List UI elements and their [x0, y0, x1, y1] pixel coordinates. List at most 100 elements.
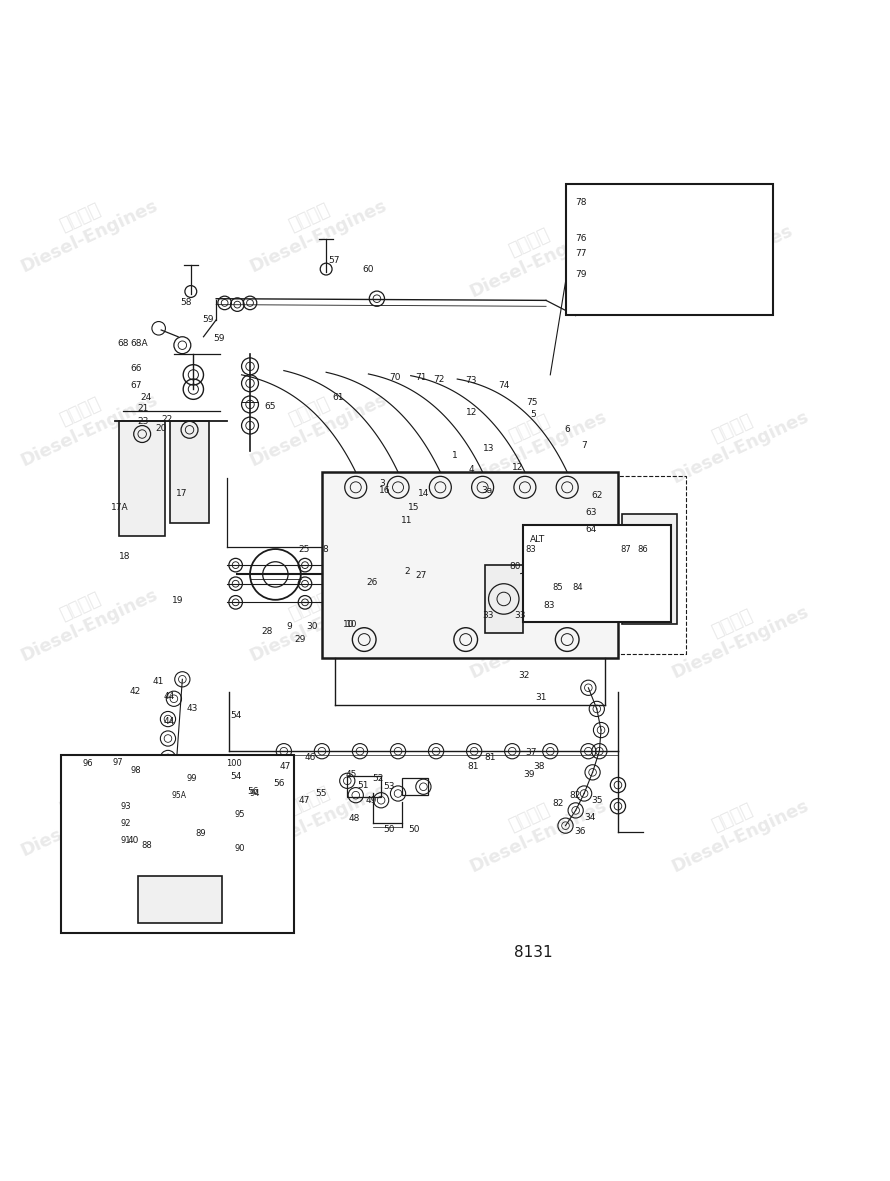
Text: 67: 67: [131, 381, 142, 390]
Text: 聚发动力
Diesel-Engines: 聚发动力 Diesel-Engines: [9, 567, 161, 665]
Text: 29: 29: [295, 635, 306, 644]
Text: 21: 21: [138, 404, 149, 413]
Text: 18: 18: [119, 553, 131, 561]
Text: 15: 15: [409, 503, 420, 513]
Text: 36: 36: [574, 827, 586, 836]
Text: 54: 54: [231, 772, 242, 781]
Bar: [170, 422, 209, 523]
Text: 44: 44: [164, 717, 175, 726]
Text: 65: 65: [264, 402, 276, 411]
Text: 17: 17: [176, 489, 188, 497]
Text: 34: 34: [584, 813, 595, 822]
Text: 94: 94: [249, 789, 260, 798]
Text: 8131: 8131: [514, 945, 553, 960]
Text: 聚发动力
Diesel-Engines: 聚发动力 Diesel-Engines: [457, 203, 610, 301]
Text: 59: 59: [202, 315, 214, 325]
Text: 5: 5: [530, 410, 536, 419]
Text: 聚发动力
Diesel-Engines: 聚发动力 Diesel-Engines: [660, 583, 813, 681]
Text: 77: 77: [576, 249, 587, 259]
Text: 81: 81: [467, 762, 479, 771]
Text: 26: 26: [366, 578, 377, 587]
Text: 22: 22: [161, 416, 173, 424]
Text: 14: 14: [417, 489, 429, 497]
Text: 46: 46: [305, 753, 316, 763]
Text: 4: 4: [468, 465, 473, 474]
Text: 62: 62: [591, 491, 603, 501]
Bar: [254, 798, 266, 817]
Text: 11: 11: [400, 516, 412, 524]
Text: 9: 9: [287, 621, 292, 631]
Text: 64: 64: [586, 526, 597, 534]
Text: 聚发动力
Diesel-Engines: 聚发动力 Diesel-Engines: [660, 389, 813, 488]
Text: 33: 33: [514, 612, 526, 620]
Text: 49: 49: [366, 796, 377, 804]
Text: 2: 2: [405, 567, 410, 575]
Text: 聚发动力
Diesel-Engines: 聚发动力 Diesel-Engines: [9, 177, 161, 276]
Text: 98: 98: [131, 766, 142, 775]
Text: 79: 79: [576, 269, 587, 279]
Text: 聚发动力
Diesel-Engines: 聚发动力 Diesel-Engines: [660, 778, 813, 876]
Text: 83: 83: [544, 601, 555, 611]
Text: 17A: 17A: [110, 503, 128, 513]
Text: 60: 60: [362, 265, 374, 274]
Text: 19: 19: [172, 596, 183, 605]
Text: 1: 1: [452, 451, 458, 459]
Text: 聚发动力
Diesel-Engines: 聚发动力 Diesel-Engines: [457, 778, 610, 876]
Text: 100: 100: [226, 759, 242, 769]
Text: 43: 43: [187, 704, 198, 713]
Text: 74: 74: [498, 381, 509, 390]
Bar: [347, 776, 381, 797]
Text: 37: 37: [525, 749, 537, 757]
Text: 66: 66: [131, 365, 142, 373]
Text: 58: 58: [181, 299, 192, 307]
Text: 44: 44: [164, 692, 175, 700]
Text: 聚发动力
Diesel-Engines: 聚发动力 Diesel-Engines: [9, 762, 161, 860]
Bar: [565, 184, 773, 315]
Text: 25: 25: [298, 546, 310, 554]
Bar: [235, 783, 252, 817]
Text: 聚发动力
Diesel-Engines: 聚发动力 Diesel-Engines: [238, 762, 389, 860]
Text: ALT: ALT: [530, 535, 546, 544]
Text: 35: 35: [591, 796, 603, 804]
Text: 57: 57: [328, 256, 340, 265]
Text: 7: 7: [581, 441, 587, 450]
Text: 95: 95: [235, 810, 246, 820]
Text: 50: 50: [383, 824, 394, 834]
Text: 59: 59: [214, 334, 225, 342]
Bar: [322, 472, 618, 658]
Text: 12: 12: [513, 463, 523, 472]
Text: 45: 45: [345, 770, 357, 779]
Text: 30: 30: [307, 621, 319, 631]
Text: 97: 97: [112, 758, 123, 766]
Text: 27: 27: [415, 570, 426, 580]
Text: 86: 86: [637, 546, 648, 554]
Text: 82: 82: [569, 791, 580, 800]
Text: 16: 16: [379, 487, 391, 495]
Text: 70: 70: [390, 373, 401, 381]
Text: 83: 83: [526, 546, 537, 554]
Text: 93: 93: [121, 802, 131, 810]
Text: 90: 90: [235, 844, 246, 853]
Bar: [119, 422, 166, 535]
Bar: [523, 524, 671, 621]
Text: 68: 68: [117, 339, 129, 348]
Bar: [326, 476, 685, 654]
Text: 33: 33: [482, 612, 494, 620]
Text: 32: 32: [518, 671, 530, 679]
Text: 51: 51: [358, 781, 369, 790]
Text: 31: 31: [535, 693, 546, 703]
Text: 48: 48: [349, 815, 360, 823]
Text: 61: 61: [332, 393, 344, 403]
Text: 88: 88: [142, 841, 152, 850]
Text: 3: 3: [379, 479, 385, 489]
Text: 聚发动力
Diesel-Engines: 聚发动力 Diesel-Engines: [643, 203, 796, 301]
Text: 76: 76: [576, 234, 587, 243]
Text: 52: 52: [373, 774, 384, 783]
Text: 6: 6: [564, 425, 570, 435]
Text: 72: 72: [433, 374, 445, 384]
Text: 聚发动力
Diesel-Engines: 聚发动力 Diesel-Engines: [238, 372, 389, 470]
Bar: [138, 876, 222, 922]
Text: 聚发动力
Diesel-Engines: 聚发动力 Diesel-Engines: [9, 372, 161, 470]
Text: 41: 41: [153, 678, 164, 686]
Text: 82: 82: [552, 800, 563, 808]
